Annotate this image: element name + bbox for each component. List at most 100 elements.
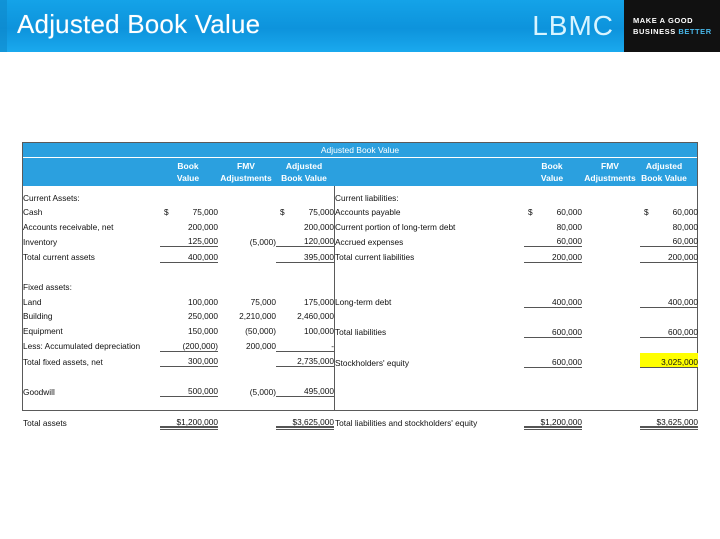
row-label: Building bbox=[23, 311, 53, 322]
cell-fmv-adjustment: (5,000) bbox=[249, 386, 276, 397]
currency-symbol: $ bbox=[644, 207, 649, 218]
row-label: Accounts receivable, net bbox=[23, 221, 114, 232]
table-row: Current liabilities: bbox=[335, 188, 698, 203]
table-row bbox=[335, 383, 698, 398]
row-label: Current Assets: bbox=[23, 192, 80, 203]
row-label: Total liabilities and stockholders' equi… bbox=[335, 418, 478, 428]
cell-adjusted-book-value bbox=[276, 397, 334, 412]
cell-adjusted-book-value: $60,000 bbox=[644, 207, 698, 218]
cell-fmv-adjustment bbox=[582, 307, 640, 322]
row-label: Total fixed assets, net bbox=[23, 356, 103, 367]
cell-adjusted-book-value bbox=[640, 383, 698, 398]
cell-adjusted-book-value: 120,000 bbox=[276, 231, 334, 248]
tagline-better: BETTER bbox=[678, 27, 712, 36]
cell-fmv-adjustment bbox=[218, 412, 276, 428]
table-row: Land 100,000 75,000 175,000 bbox=[23, 292, 334, 307]
cell-book-value bbox=[160, 367, 218, 382]
cell-adjusted-book-value: 600,000 bbox=[640, 322, 698, 338]
table-row: Accounts payable $60,000 $60,000 bbox=[335, 203, 698, 218]
cell-adjusted-book-value: 100,000 bbox=[304, 325, 334, 336]
table-row: Total current assets 400,000 395,000 bbox=[23, 246, 334, 263]
row-label: Long-term debt bbox=[335, 297, 392, 308]
currency-symbol: $ bbox=[164, 207, 169, 218]
table-row: Building 250,000 2,210,000 2,460,000 bbox=[23, 307, 334, 322]
cell-fmv-adjustment bbox=[218, 188, 276, 203]
logo-wordmark: LBMC bbox=[532, 10, 614, 41]
cell-fmv-adjustment bbox=[582, 337, 640, 352]
cell-adjusted-book-value bbox=[640, 368, 698, 383]
liabilities-rows: Current liabilities: Accounts payable $60,… bbox=[335, 188, 698, 430]
table-row: Equipment 150,000 (50,000) 100,000 bbox=[23, 321, 334, 336]
tagline-line-2: BUSINESS BETTER bbox=[633, 26, 720, 37]
table-row bbox=[335, 368, 698, 383]
table-row: Less: Accumulated depreciation (200,000) 2… bbox=[23, 335, 334, 352]
row-label: Total assets bbox=[23, 418, 67, 428]
cell-book-value: 500,000 bbox=[160, 381, 218, 398]
cell-adjusted-book-value bbox=[276, 278, 334, 293]
table-row: Fixed assets: bbox=[23, 278, 334, 293]
cell-fmv-adjustment bbox=[218, 367, 276, 382]
cell-book-value: 200,000 bbox=[524, 246, 582, 263]
row-label bbox=[335, 278, 524, 293]
table-row: Total assets $1,200,000 $3,625,000 bbox=[23, 411, 334, 430]
cell-adjusted-book-value: 80,000 bbox=[672, 221, 698, 232]
col-header-fmv-right: FMV Adjustments bbox=[584, 161, 636, 183]
row-label bbox=[335, 383, 524, 398]
cell-adjusted-book-value: - bbox=[276, 335, 334, 352]
cell-fmv-adjustment bbox=[582, 247, 640, 263]
cell-fmv-adjustment bbox=[582, 232, 640, 247]
cell-adjusted-book-value: 400,000 bbox=[640, 292, 698, 308]
cell-book-value: 300,000 bbox=[160, 351, 218, 368]
table-row: Current portion of long-term debt 80,000 8… bbox=[335, 217, 698, 232]
cell-adjusted-book-value bbox=[276, 188, 334, 203]
table-row: Inventory 125,000 (5,000) 120,000 bbox=[23, 231, 334, 248]
page-title: Adjusted Book Value bbox=[17, 9, 261, 39]
balance-sheet-table: Adjusted Book Value Book Value FMV Adjustm… bbox=[22, 142, 698, 430]
table-row bbox=[23, 367, 334, 382]
cell-fmv-adjustment: 75,000 bbox=[250, 296, 276, 307]
cell-fmv-adjustment: (5,000) bbox=[249, 236, 276, 247]
table-row bbox=[23, 397, 334, 412]
cell-fmv-adjustment: 200,000 bbox=[246, 341, 276, 352]
cell-fmv-adjustment bbox=[218, 247, 276, 263]
row-label bbox=[335, 307, 524, 322]
table-row: Goodwill 500,000 (5,000) 495,000 bbox=[23, 381, 334, 398]
tagline-line-1: MAKE A GOOD bbox=[633, 16, 694, 25]
cell-book-value bbox=[524, 188, 582, 203]
cell-fmv-adjustment bbox=[218, 351, 276, 367]
cell-book-value bbox=[524, 368, 582, 383]
header-accent-bar bbox=[0, 0, 7, 52]
cell-book-value: $75,000 bbox=[164, 207, 218, 218]
cell-book-value bbox=[524, 397, 582, 412]
col-header-fmv-left: FMV Adjustments bbox=[220, 161, 272, 183]
cell-adjusted-book-value: 395,000 bbox=[276, 246, 334, 263]
cell-fmv-adjustment bbox=[582, 383, 640, 398]
table-row: Total liabilities 600,000 600,000 bbox=[335, 322, 698, 338]
sheet-title: Adjusted Book Value bbox=[23, 143, 697, 158]
cell-fmv-adjustment bbox=[218, 217, 276, 232]
row-label: Current liabilities: bbox=[335, 192, 399, 203]
cell-fmv-adjustment bbox=[582, 412, 640, 428]
cell-adjusted-book-value: $3,625,000 bbox=[276, 411, 334, 430]
cell-adjusted-book-value: 2,460,000 bbox=[297, 311, 334, 322]
row-label: Current portion of long-term debt bbox=[335, 221, 456, 232]
brand-logo: LBMC MAKE A GOOD BUSINESS BETTER bbox=[532, 0, 720, 52]
cell-fmv-adjustment bbox=[582, 353, 640, 368]
currency-symbol: $ bbox=[528, 207, 533, 218]
cell-book-value: 200,000 bbox=[188, 221, 218, 232]
row-label: Goodwill bbox=[23, 386, 55, 397]
cell-book-value: (200,000) bbox=[160, 335, 218, 352]
cell-book-value: $1,200,000 bbox=[160, 411, 218, 430]
cell-book-value: 600,000 bbox=[524, 322, 582, 338]
table-row: Accrued expenses 60,000 60,000 bbox=[335, 231, 698, 248]
cell-adjusted-book-value: 60,000 bbox=[640, 231, 698, 248]
row-label bbox=[23, 367, 160, 382]
cell-adjusted-book-value: 495,000 bbox=[276, 381, 334, 398]
cell-book-value: 400,000 bbox=[524, 292, 582, 308]
row-label: Accounts payable bbox=[335, 207, 401, 218]
row-label: Equipment bbox=[23, 325, 63, 336]
row-label: Land bbox=[23, 296, 42, 307]
cell-fmv-adjustment bbox=[582, 397, 640, 412]
table-row bbox=[335, 262, 698, 277]
cell-fmv-adjustment bbox=[582, 322, 640, 337]
